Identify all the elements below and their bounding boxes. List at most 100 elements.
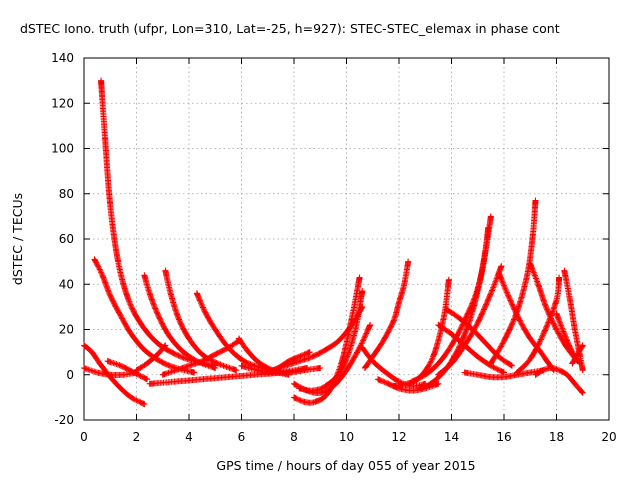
data-point	[553, 366, 560, 373]
data-point	[150, 301, 157, 308]
data-point	[359, 339, 366, 346]
data-point	[127, 301, 134, 308]
data-point	[428, 358, 435, 365]
data-point	[508, 300, 515, 307]
data-point	[360, 336, 367, 343]
data-series	[359, 344, 429, 390]
data-point	[558, 324, 565, 331]
data-point	[141, 401, 148, 408]
x-tick-label: 12	[391, 430, 406, 444]
data-point	[98, 269, 105, 276]
data-point	[500, 280, 507, 287]
data-point	[484, 298, 491, 305]
data-point	[534, 278, 541, 285]
data-point	[531, 272, 538, 279]
data-point	[536, 339, 543, 346]
data-point	[500, 282, 507, 289]
data-point	[510, 303, 517, 310]
data-point	[547, 313, 554, 320]
y-tick-label: 140	[51, 51, 74, 65]
data-point	[544, 307, 551, 314]
data-series	[141, 272, 219, 371]
data-point	[280, 363, 287, 370]
data-point	[425, 363, 432, 370]
data-point	[560, 328, 567, 335]
data-point	[562, 334, 569, 341]
y-tick-label: 120	[51, 96, 74, 110]
data-point	[127, 302, 134, 309]
data-point	[233, 367, 240, 374]
tick-labels: 0 2 4 6 8 10 12 14 16 18 20 -20 0 20 40 60 80 100 120 140	[51, 51, 617, 444]
data-point	[537, 336, 544, 343]
data-point	[493, 365, 500, 372]
data-point	[519, 322, 526, 329]
data-point	[491, 364, 498, 371]
data-point	[532, 275, 539, 282]
data-point	[499, 340, 506, 347]
data-point	[544, 320, 551, 327]
data-point	[197, 298, 204, 305]
data-point	[217, 361, 224, 368]
data-point	[482, 304, 489, 311]
data-point	[390, 317, 397, 324]
data-point	[318, 385, 325, 392]
data-point	[509, 319, 516, 326]
data-point	[457, 325, 464, 332]
data-point	[133, 397, 140, 404]
data-point	[360, 337, 367, 344]
data-point	[512, 312, 519, 319]
data-point	[378, 377, 385, 384]
data-point	[502, 285, 509, 292]
data-point	[562, 333, 569, 340]
data-point	[98, 270, 105, 277]
x-tick-label: 8	[290, 430, 298, 444]
data-point	[530, 269, 537, 276]
data-point	[490, 364, 497, 371]
x-tick-label: 0	[80, 430, 88, 444]
data-point	[510, 317, 517, 324]
data-point	[578, 388, 585, 395]
data-point	[532, 197, 539, 204]
data-point	[499, 278, 506, 285]
data-point	[174, 352, 181, 359]
data-point	[508, 321, 515, 328]
data-point	[547, 315, 554, 322]
data-point	[105, 288, 112, 295]
data-point	[105, 287, 112, 294]
data-point	[336, 370, 343, 377]
data-point	[177, 319, 184, 326]
data-point	[542, 326, 549, 333]
x-tick-label: 2	[133, 430, 141, 444]
data-point	[152, 305, 159, 312]
data-series	[375, 376, 442, 394]
data-point	[537, 337, 544, 344]
chart-title: dSTEC Iono. truth (ufpr, Lon=310, Lat=-2…	[20, 21, 560, 36]
data-point	[129, 395, 136, 402]
data-point	[549, 308, 556, 315]
x-axis-label: GPS time / hours of day 055 of year 2015	[216, 458, 475, 473]
data-point	[576, 359, 583, 366]
data-point	[542, 302, 549, 309]
data-point	[162, 342, 169, 349]
data-point	[136, 398, 143, 405]
data-point	[490, 284, 497, 291]
data-point	[93, 261, 100, 268]
data-point	[306, 354, 313, 361]
data-point	[473, 322, 480, 329]
data-point	[308, 354, 315, 361]
data-point	[518, 320, 525, 327]
data-point	[538, 335, 545, 342]
data-point	[549, 309, 556, 316]
data-series	[291, 274, 363, 406]
axis-ticks	[83, 57, 610, 421]
data-point	[481, 305, 488, 312]
data-point	[382, 379, 389, 386]
data-point	[425, 362, 432, 369]
data-point	[498, 275, 505, 282]
data-series	[435, 263, 505, 378]
data-point	[218, 362, 225, 369]
data-point	[545, 318, 552, 325]
data-point	[119, 315, 126, 322]
data-point	[152, 306, 159, 313]
data-point	[94, 262, 101, 269]
